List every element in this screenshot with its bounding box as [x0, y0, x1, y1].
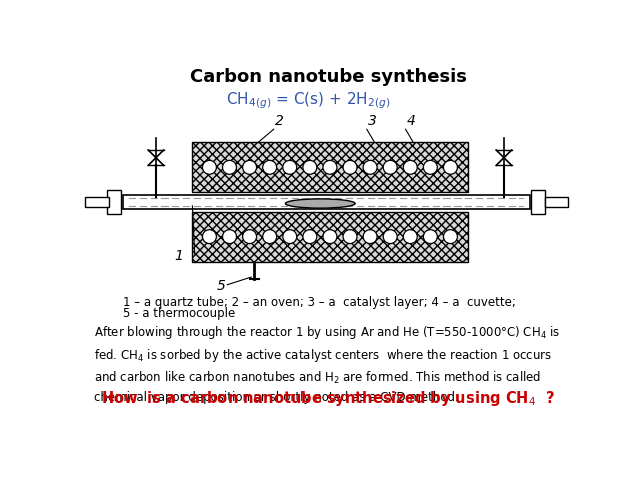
Bar: [107, 190, 121, 214]
Text: CH$_{4(g)}$ = C(s) + 2H$_{2(g)}$: CH$_{4(g)}$ = C(s) + 2H$_{2(g)}$: [227, 90, 391, 110]
Bar: [85, 197, 109, 206]
Text: 5: 5: [217, 279, 226, 293]
Circle shape: [323, 230, 337, 243]
Circle shape: [383, 160, 397, 174]
Text: 1 – a quartz tube; 2 – an oven; 3 – a  catalyst layer; 4 – a  cuvette;: 1 – a quartz tube; 2 – an oven; 3 – a ca…: [123, 296, 515, 309]
Text: 5 - a thermocouple: 5 - a thermocouple: [123, 307, 235, 320]
Circle shape: [223, 230, 237, 243]
Bar: [193, 142, 467, 192]
Text: How  is a carbon nanotube synthesized by using CH$_4$  ?: How is a carbon nanotube synthesized by …: [101, 389, 555, 408]
Circle shape: [383, 230, 397, 243]
Bar: [545, 197, 568, 206]
Bar: [193, 212, 467, 262]
Circle shape: [403, 230, 417, 243]
Text: After blowing through the reactor 1 by using Ar and He (T=550-1000°C) CH$_4$ is
: After blowing through the reactor 1 by u…: [94, 324, 560, 404]
Bar: [531, 190, 545, 214]
Circle shape: [283, 230, 297, 243]
Circle shape: [243, 160, 257, 174]
Circle shape: [223, 160, 237, 174]
Circle shape: [323, 160, 337, 174]
Circle shape: [444, 230, 458, 243]
Ellipse shape: [285, 199, 355, 208]
Text: 4: 4: [407, 114, 416, 128]
Text: Carbon nanotube synthesis: Carbon nanotube synthesis: [189, 68, 467, 86]
Circle shape: [343, 160, 357, 174]
Circle shape: [403, 160, 417, 174]
Circle shape: [202, 160, 216, 174]
Circle shape: [283, 160, 297, 174]
Circle shape: [363, 160, 377, 174]
Circle shape: [444, 160, 458, 174]
Circle shape: [363, 230, 377, 243]
Circle shape: [343, 230, 357, 243]
Circle shape: [424, 230, 437, 243]
Circle shape: [262, 230, 276, 243]
Circle shape: [202, 230, 216, 243]
Bar: [123, 195, 529, 209]
Circle shape: [303, 230, 317, 243]
Text: 3: 3: [368, 114, 377, 128]
Circle shape: [303, 160, 317, 174]
Text: 2: 2: [275, 114, 284, 128]
Circle shape: [262, 160, 276, 174]
Circle shape: [424, 160, 437, 174]
Text: 1: 1: [174, 249, 183, 263]
Circle shape: [243, 230, 257, 243]
